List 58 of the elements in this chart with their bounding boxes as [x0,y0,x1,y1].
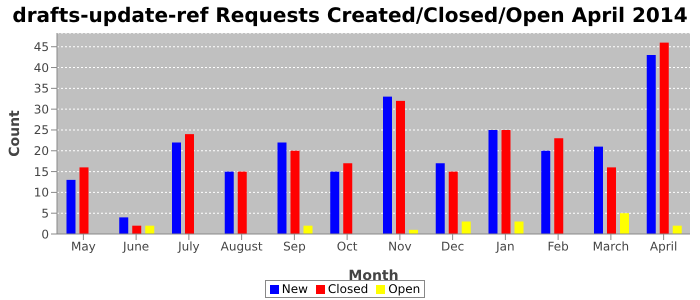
bar [330,172,340,234]
x-tick-label: Nov [388,240,412,254]
x-tick-label: Oct [336,240,358,254]
bar [277,142,286,234]
legend-label: New [282,282,308,296]
x-tick-label: August [220,240,263,254]
y-tick-label: 15 [34,164,49,179]
bar [132,226,142,234]
y-tick-label: 5 [41,206,49,220]
bar [660,42,669,234]
bar [554,138,564,234]
x-tick-label: Dec [441,240,464,254]
bar [79,167,88,234]
x-tick-label: Jan [495,240,515,254]
bar [462,222,471,234]
bar [172,142,181,234]
bar [646,55,656,234]
bar [436,163,445,234]
bar [184,134,194,234]
y-axis-title: Count [6,110,23,157]
bar [382,96,392,234]
y-tick-label: 45 [34,40,49,54]
legend-label: Open [388,282,420,296]
bar [594,146,603,234]
bar [620,213,629,234]
y-tick-label: 10 [34,186,49,200]
x-tick-label: March [592,240,630,254]
bar [672,226,682,234]
bar [303,226,312,234]
bar [224,172,234,234]
x-tick-label: July [177,240,200,254]
y-tick-label: 30 [34,102,49,116]
bar [396,100,405,234]
y-tick-label: 25 [34,123,49,138]
x-tick-label: May [70,240,96,254]
bar [514,222,524,234]
x-tick-label: Sep [283,240,306,254]
legend-label: Closed [328,282,368,296]
bar [119,217,128,234]
bar [66,180,76,234]
x-tick-label: April [650,240,678,254]
x-tick-label: June [122,240,150,254]
x-axis-title: Month [348,268,399,284]
bar [488,130,498,234]
chart-title: drafts-update-ref Requests Created/Closed/Open April 2014 [11,2,689,29]
bar [448,172,458,234]
bar [541,150,550,234]
y-tick-label: 20 [34,144,49,158]
bar [606,167,616,234]
bar [343,163,352,234]
bar [145,226,154,234]
y-tick-label: 35 [34,82,49,96]
y-tick-label: 0 [41,227,49,242]
bar [501,130,510,234]
y-tick-label: 40 [34,60,49,75]
x-tick-label: Feb [548,240,569,254]
bar [290,150,300,234]
bar [238,172,247,234]
